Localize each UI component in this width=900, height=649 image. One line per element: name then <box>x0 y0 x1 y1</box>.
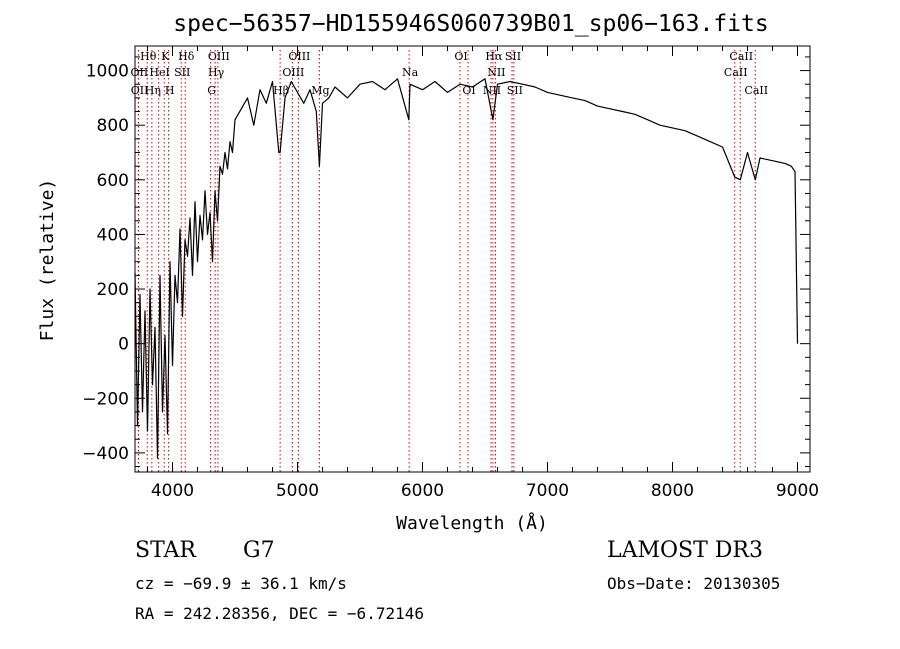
y-tick-label: 1000 <box>86 62 129 82</box>
x-tick-label: 4000 <box>151 481 194 501</box>
y-tick-label: 200 <box>97 280 129 300</box>
marker-label: SII <box>505 50 521 63</box>
marker-label: NII <box>487 66 505 79</box>
y-tick-label: 400 <box>97 225 129 245</box>
marker-label: SII <box>174 66 190 79</box>
marker-label: CaII <box>724 66 748 79</box>
y-tick-label: −200 <box>82 389 129 409</box>
observation-date: Obs−Date: 20130305 <box>607 574 781 593</box>
marker-label: Hγ <box>208 66 225 79</box>
redshift-cz: cz = −69.9 ± 36.1 km/s <box>135 574 347 593</box>
marker-label: OIII <box>282 66 304 79</box>
x-tick-label: 8000 <box>651 481 694 501</box>
marker-label: SII <box>507 84 523 97</box>
marker-label: Mg <box>311 84 329 97</box>
y-tick-label: 800 <box>97 116 129 136</box>
y-axis-label: Flux (relative) <box>37 179 58 342</box>
x-tick-label: 7000 <box>526 481 569 501</box>
marker-label: Hη <box>145 84 161 97</box>
y-tick-label: 600 <box>97 171 129 191</box>
coordinates: RA = 242.28356, DEC = −6.72146 <box>135 604 424 623</box>
marker-label: NII <box>483 84 501 97</box>
marker-label: Hβ <box>273 84 289 97</box>
marker-label: G <box>207 84 216 97</box>
plot-frame <box>134 45 811 473</box>
marker-label: CaII <box>729 50 753 63</box>
x-tick-label: 5000 <box>276 481 319 501</box>
axes: 4000 5000 6000 7000 8000 9000 −400 −200 0 200 400 6… <box>82 45 819 501</box>
object-class: STAR <box>135 538 196 563</box>
marker-label: OIII <box>208 50 230 63</box>
y-tick-label: −400 <box>82 444 129 464</box>
marker-label: Hδ <box>178 50 195 63</box>
marker-label: OII <box>131 66 149 79</box>
x-tick-label: 9000 <box>776 481 819 501</box>
marker-label: Na <box>402 66 419 79</box>
chart-title: spec−56357−HD155946S060739B01_sp06−163.f… <box>173 11 768 37</box>
x-tick-label: 6000 <box>401 481 444 501</box>
marker-label: Hα <box>485 50 503 63</box>
x-axis-label: Wavelength (Å) <box>396 512 548 534</box>
marker-label: Hθ <box>140 50 157 63</box>
spectrum-line <box>134 78 799 459</box>
marker-label: OI <box>454 50 467 63</box>
plot-area <box>134 78 799 459</box>
y-tick-label: 0 <box>118 335 129 355</box>
marker-label: K <box>161 50 170 63</box>
marker-label: H <box>165 84 175 97</box>
survey-name: LAMOST DR3 <box>607 538 763 563</box>
spectral-subclass: G7 <box>243 538 275 563</box>
marker-label: CaII <box>744 84 768 97</box>
marker-label: OIII <box>288 50 310 63</box>
marker-label: HeI <box>149 66 169 79</box>
